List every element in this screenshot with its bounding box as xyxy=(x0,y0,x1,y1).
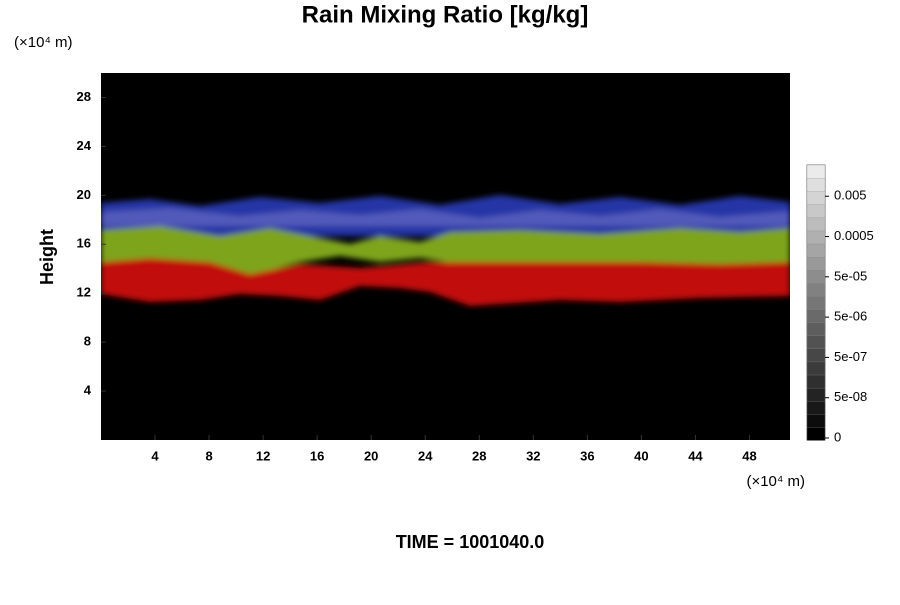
colorbar-band xyxy=(806,282,826,297)
field-layers xyxy=(101,195,790,306)
x-tick-label: 4 xyxy=(151,448,159,463)
time-annotation: TIME = 1001040.0 xyxy=(396,532,545,552)
colorbar-band xyxy=(806,204,826,219)
colorbar-band xyxy=(806,400,826,415)
colorbar-band xyxy=(806,361,826,376)
y-tick-label: 4 xyxy=(84,383,92,398)
colorbar-band xyxy=(806,243,826,258)
x-tick-label: 24 xyxy=(418,448,433,463)
x-tick-label: 12 xyxy=(256,448,270,463)
colorbar-band xyxy=(806,374,826,389)
x-tick-label: 32 xyxy=(526,448,540,463)
colorbar-band xyxy=(806,387,826,402)
y-tick-label: 8 xyxy=(84,334,91,349)
x-tick-label: 36 xyxy=(580,448,594,463)
x-tick-label: 8 xyxy=(205,448,212,463)
colorbar-band xyxy=(806,217,826,232)
colorbar-band xyxy=(806,348,826,363)
colorbar-tick-label: 0.005 xyxy=(834,188,867,203)
colorbar-band xyxy=(806,230,826,245)
y-tick-label: 24 xyxy=(77,138,92,153)
colorbar-band xyxy=(806,335,826,349)
y-tick-label: 28 xyxy=(77,89,91,104)
colorbar-tick-label: 0 xyxy=(834,429,841,444)
colorbar-tick-label: 5e-07 xyxy=(834,349,867,364)
colorbar-tick-label: 5e-05 xyxy=(834,268,867,283)
x-tick-label: 40 xyxy=(634,448,648,463)
colorbar-band xyxy=(806,177,826,192)
colorbar-band xyxy=(806,295,826,310)
chart-title: Rain Mixing Ratio [kg/kg] xyxy=(302,1,589,28)
colorbar-tick-label: 5e-08 xyxy=(834,389,867,404)
x-tick-label: 16 xyxy=(310,448,324,463)
y-tick-label: 20 xyxy=(77,187,91,202)
colorbar-band xyxy=(806,308,826,323)
field-blue-light xyxy=(101,208,790,226)
colorbar-tick-label: 0.0005 xyxy=(834,228,874,243)
y-tick-label: 16 xyxy=(77,236,91,251)
colorbar-band xyxy=(806,256,826,271)
colorbar-band xyxy=(806,413,826,428)
colorbar-band xyxy=(806,164,826,179)
colorbar-band xyxy=(806,321,826,336)
colorbar-tick-label: 5e-06 xyxy=(834,309,867,324)
field xyxy=(101,73,790,440)
x-tick-label: 28 xyxy=(472,448,486,463)
x-tick-label: 48 xyxy=(742,448,756,463)
x-tick-label: 44 xyxy=(688,448,703,463)
field-red xyxy=(101,258,790,306)
y-tick-label: 12 xyxy=(77,285,91,300)
colorbar-band xyxy=(806,191,826,205)
x-tick-label: 20 xyxy=(364,448,378,463)
y-axis-label: Height xyxy=(37,229,57,285)
colorbar-band xyxy=(806,426,826,441)
colorbar-band xyxy=(806,269,826,284)
y-unit: (×10⁴ m) xyxy=(14,34,73,51)
x-unit: (×10⁴ m) xyxy=(746,473,805,490)
